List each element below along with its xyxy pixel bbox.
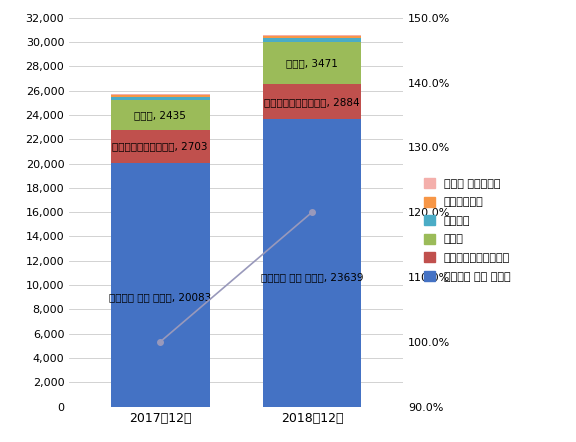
Text: オリックスカーシェア, 2884: オリックスカーシェア, 2884 xyxy=(264,97,360,107)
Text: タイムズ カー プラス, 20083: タイムズ カー プラス, 20083 xyxy=(109,292,211,302)
Bar xyxy=(111,100,210,130)
Bar xyxy=(111,130,210,163)
Text: カレコ, 2435: カレコ, 2435 xyxy=(134,110,186,120)
Bar xyxy=(263,119,362,407)
Bar xyxy=(111,94,210,95)
Bar xyxy=(263,35,362,36)
Text: カレコ, 3471: カレコ, 3471 xyxy=(286,58,338,68)
Text: オリックスカーシェア, 2703: オリックスカーシェア, 2703 xyxy=(112,141,208,151)
Legend: ホンダ エブリゴー, アース・カー, ガリテコ, カレコ, オリックスカーシェア, タイムズ カー プラス: ホンダ エブリゴー, アース・カー, ガリテコ, カレコ, オリックスカーシェア… xyxy=(420,175,514,285)
Bar xyxy=(263,84,362,119)
Bar xyxy=(263,38,362,42)
Bar xyxy=(263,42,362,84)
Text: タイムズ カー プラス, 23639: タイムズ カー プラス, 23639 xyxy=(261,272,363,282)
Bar xyxy=(111,97,210,100)
Bar xyxy=(111,163,210,407)
Bar xyxy=(111,95,210,97)
Bar xyxy=(263,36,362,38)
